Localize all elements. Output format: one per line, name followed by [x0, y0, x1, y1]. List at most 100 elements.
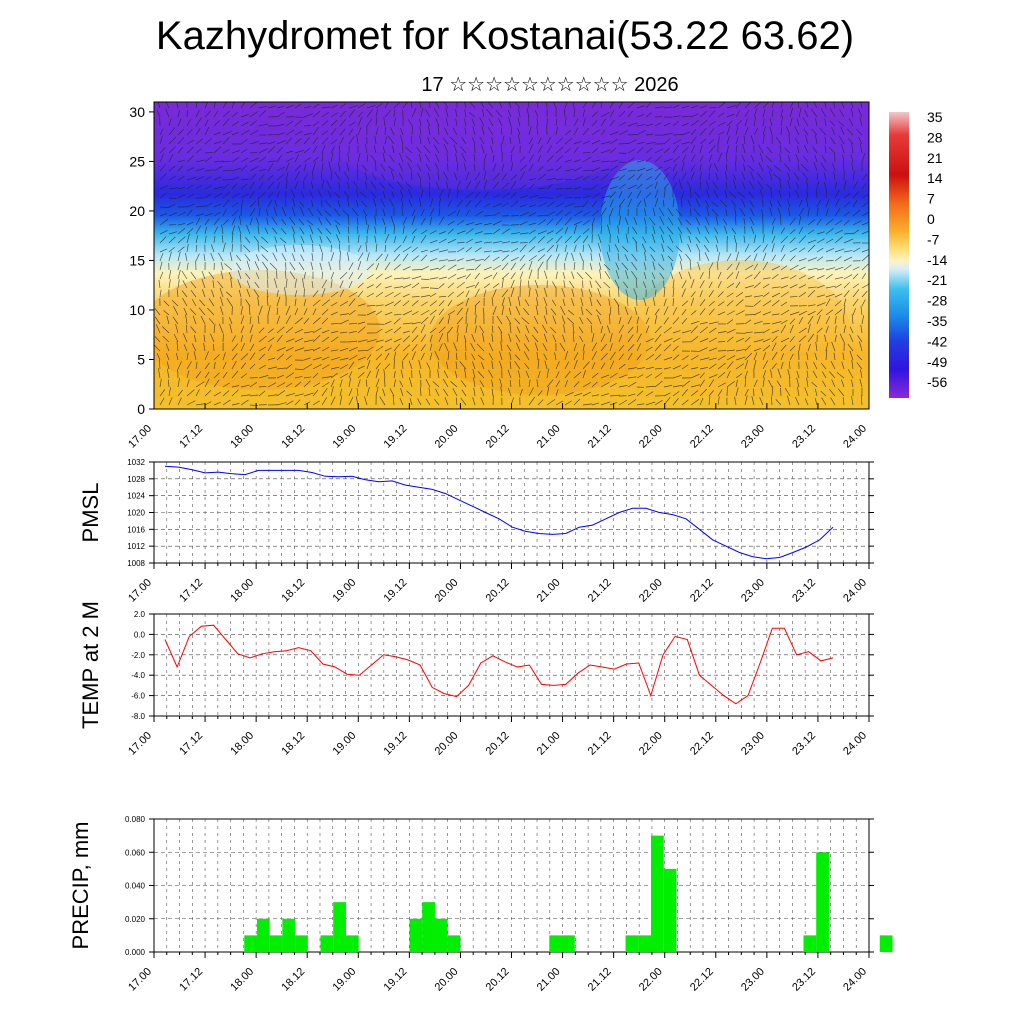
- wind-barb: [426, 362, 431, 370]
- wind-barb: [438, 300, 445, 307]
- wind-barb: [811, 128, 818, 136]
- wind-barb: [231, 370, 239, 379]
- wind-barb: [699, 357, 710, 361]
- wind-barb: [508, 333, 512, 343]
- wind-barb: [339, 145, 341, 154]
- wind-barb: [221, 224, 224, 235]
- wind-barb: [456, 291, 465, 298]
- wind-barb: [705, 200, 710, 208]
- wind-barb: [843, 264, 852, 271]
- wind-barb: [555, 361, 560, 370]
- wind-barb: [445, 107, 449, 118]
- wind-barb: [203, 342, 206, 352]
- wind-barb: [523, 351, 530, 361]
- pmsl-y-tick-label: 1028: [127, 475, 145, 484]
- wind-barb: [380, 163, 386, 172]
- wind-barb: [510, 272, 516, 280]
- wind-barb: [525, 370, 530, 379]
- wind-barb: [663, 367, 671, 370]
- wind-barb: [472, 126, 476, 136]
- wind-barb: [303, 157, 311, 163]
- wind-barb: [177, 136, 185, 145]
- wind-barb: [806, 377, 809, 388]
- wind-barb: [276, 367, 287, 370]
- wind-barb: [681, 330, 692, 334]
- wind-barb: [402, 322, 413, 325]
- wind-barb: [276, 147, 283, 154]
- wind-barb: [392, 145, 395, 154]
- wind-barb: [644, 208, 647, 217]
- colorbar-label: 7: [927, 191, 935, 207]
- wind-barb: [815, 188, 818, 199]
- wind-barb: [454, 370, 458, 379]
- wind-barb: [330, 139, 338, 145]
- wind-barb: [798, 316, 804, 325]
- wind-barb: [733, 235, 737, 244]
- wind-barb: [843, 298, 847, 307]
- wind-barb: [690, 208, 692, 217]
- wind-barb: [546, 218, 554, 226]
- wind-barb: [582, 382, 591, 388]
- wind-barb: [483, 191, 489, 199]
- wind-barb: [357, 272, 363, 280]
- wind-barb: [474, 288, 480, 298]
- wind-barb: [294, 130, 303, 136]
- wind-barb: [654, 314, 658, 325]
- wind-barb: [195, 235, 199, 244]
- wind-barb: [393, 292, 401, 298]
- wind-barb: [208, 318, 215, 325]
- wind-barb: [443, 102, 449, 109]
- wind-barb: [177, 159, 186, 163]
- wind-barb: [483, 274, 493, 280]
- wind-barb: [699, 298, 706, 307]
- wind-barb: [384, 126, 386, 136]
- wind-barb: [561, 315, 566, 325]
- wind-barb: [780, 309, 790, 316]
- wind-barb: [337, 200, 341, 208]
- wind-barb: [708, 357, 717, 361]
- wind-barb: [796, 377, 800, 388]
- wind-barb: [856, 354, 863, 361]
- wind-barb: [347, 235, 350, 244]
- wind-barb: [258, 105, 268, 109]
- wind-barb: [625, 270, 629, 280]
- wind-barb: [474, 172, 481, 181]
- wind-barb: [798, 284, 807, 289]
- wind-barb: [704, 225, 710, 235]
- wind-barb: [807, 267, 818, 271]
- wind-barb: [353, 180, 359, 190]
- wind-barb: [281, 206, 287, 217]
- wind-barb: [861, 182, 867, 190]
- wind-barb: [843, 274, 853, 280]
- wind-barb: [717, 311, 726, 316]
- wind-barb: [284, 270, 287, 280]
- wind-barb: [771, 243, 775, 253]
- wind-barb: [843, 305, 846, 316]
- wind-barb: [429, 334, 433, 343]
- wind-barb: [753, 311, 762, 316]
- wind-barb: [177, 251, 181, 262]
- wind-barb: [600, 149, 611, 154]
- wind-barb: [537, 254, 546, 262]
- wind-barb: [347, 181, 350, 190]
- wind-barb: [321, 356, 330, 361]
- wind-barb: [663, 298, 667, 307]
- wind-barb: [618, 399, 628, 406]
- wind-barb: [480, 362, 485, 370]
- wind-barb: [471, 333, 476, 343]
- wind-barb: [609, 208, 614, 217]
- wind-barb: [490, 145, 494, 154]
- wind-barb: [258, 156, 267, 163]
- wind-barb: [294, 180, 299, 190]
- wind-barb: [195, 205, 206, 208]
- wind-barb: [589, 263, 593, 271]
- temp-x-tick-label: 23.00: [739, 730, 767, 758]
- wind-barb: [240, 121, 249, 127]
- wind-barb: [498, 118, 503, 127]
- wind-barb: [357, 153, 361, 163]
- wind-barb: [375, 243, 378, 253]
- wind-barb: [708, 110, 716, 118]
- wind-barb: [509, 361, 512, 370]
- wind-barb: [186, 155, 195, 163]
- wind-barb: [300, 243, 305, 253]
